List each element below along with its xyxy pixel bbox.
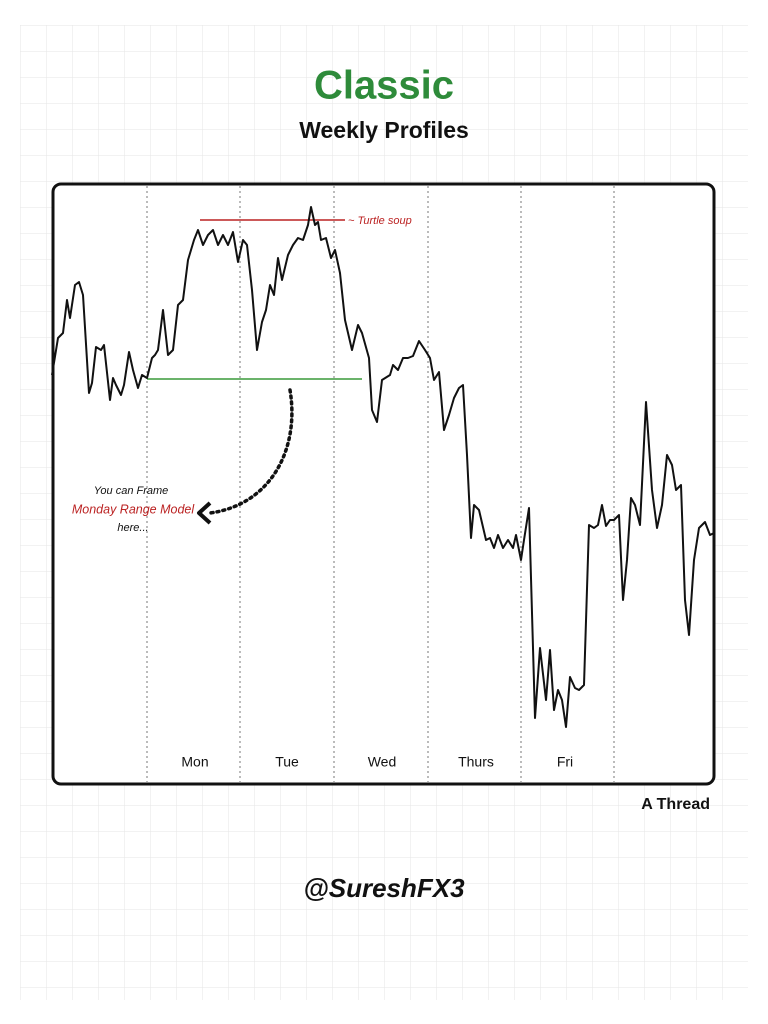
day-label: Fri [557,754,573,770]
handle: @SureshFX3 [303,873,465,903]
thread-label: A Thread [641,796,710,813]
price-line [51,206,715,728]
title: Classic [314,64,454,108]
annotation-line: here... [117,522,148,534]
day-label: Thurs [458,754,494,770]
day-label: Tue [275,754,299,770]
day-label: Mon [181,754,208,770]
day-dividers [146,186,615,782]
annotation-line: You can Frame [94,485,169,497]
annotation-highlight: Monday Range Model [72,502,196,516]
day-label: Wed [368,754,397,770]
turtle-label: ~ Turtle soup [348,215,412,227]
arrow-curve [208,388,294,515]
chart-frame [51,182,716,786]
arrow-head [197,501,212,525]
subtitle: Weekly Profiles [299,117,469,143]
